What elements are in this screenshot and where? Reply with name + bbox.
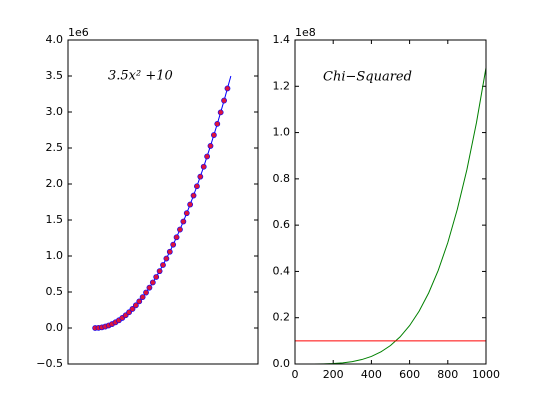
y-tick-label: 2.0 [46,177,64,190]
point [132,302,139,309]
subplot: −0.5 0.0 0.5 1.0 1.5 2.0 2.5 3.0 3.5 4.0 1e6 3.5x² … [36,26,259,370]
y-tick-label: 4.0 [46,33,64,46]
point [200,163,207,170]
point [149,279,156,286]
point [146,284,153,291]
point [163,255,170,262]
annotation: Chi−Squared [323,70,412,85]
point [217,109,224,116]
y-tick-label: 1.5 [46,213,64,226]
point [221,97,227,104]
point [207,143,214,149]
point [183,210,190,217]
point [194,183,200,190]
x-tick-label: 400 [361,368,382,381]
y-tick-label: 0.4 [273,264,291,277]
y-tick-label: 0.8 [273,172,291,185]
point [160,262,166,268]
y-tick-label: 0.5 [46,285,64,298]
axes-frame [67,39,259,365]
y-tick-label: 1.4 [273,33,291,46]
point [153,274,160,280]
point [143,289,149,296]
point [170,241,177,248]
line [295,67,486,364]
x-tick-label: 800 [437,368,458,381]
point [173,234,180,241]
x-tick-label: 200 [323,368,344,381]
y-tick-label: 0.6 [273,218,291,231]
line [95,75,232,329]
point [177,226,183,233]
point [136,298,143,305]
x-tick-label: 600 [399,368,420,381]
point [210,132,217,138]
point [180,218,187,225]
annotation: 3.5x² +10 [108,69,173,84]
y-tick-label: 3.0 [46,105,64,118]
point [204,153,211,160]
point [224,85,231,92]
offset-label: 1e6 [68,26,89,39]
point [214,120,221,127]
y-tick-label: 1.2 [273,79,291,92]
x-tick-label: 0 [292,368,299,381]
point [190,192,197,199]
point [187,201,194,208]
y-tick-label: 3.5 [46,69,64,82]
point [129,306,136,312]
y-tick-label: 1.0 [46,249,64,262]
point [197,173,204,180]
axes-frame [294,39,487,365]
point [166,248,173,255]
point [156,268,163,275]
y-tick-label: 0.0 [273,357,291,370]
point [139,294,146,301]
x-tick-label: 1000 [472,368,500,381]
y-tick-label: 2.5 [46,141,64,154]
y-tick-label: 1.0 [273,126,291,139]
y-tick-label: 0.2 [273,311,291,324]
y-tick-label: −0.5 [36,357,63,370]
subplot: 0.0 0.2 0.4 0.6 0.8 1.0 1.2 1.4 0 200 400 600 800 100… [273,26,501,381]
offset-label: 1e8 [295,26,316,39]
y-tick-label: 0.0 [46,321,64,334]
